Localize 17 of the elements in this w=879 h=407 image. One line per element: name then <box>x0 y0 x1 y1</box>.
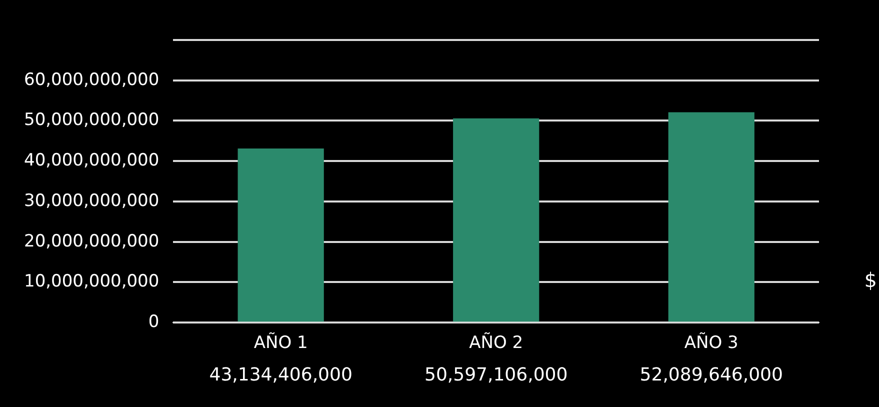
data-label: 52,089,646,000 <box>640 364 783 386</box>
x-tick-label: AÑO 2 <box>469 332 524 354</box>
y-tick-label: 60,000,000,000 <box>24 70 160 90</box>
text: $ <box>864 268 877 292</box>
y-tick-label: 50,000,000,000 <box>24 110 160 130</box>
bar <box>668 112 754 322</box>
x-tick-label: AÑO 3 <box>684 332 738 354</box>
y-tick-label: 0 <box>148 312 160 332</box>
y-tick-label: 10,000,000,000 <box>24 272 160 292</box>
bar <box>238 148 324 322</box>
y-tick-label: 40,000,000,000 <box>24 150 160 171</box>
y-tick-label: 20,000,000,000 <box>24 231 160 252</box>
data-label: 50,597,106,000 <box>424 364 568 386</box>
x-tick-label: AÑO 1 <box>254 332 308 354</box>
data-label: 43,134,406,000 <box>209 364 352 386</box>
y-tick-label: 30,000,000,000 <box>24 190 160 211</box>
bar <box>453 118 540 322</box>
